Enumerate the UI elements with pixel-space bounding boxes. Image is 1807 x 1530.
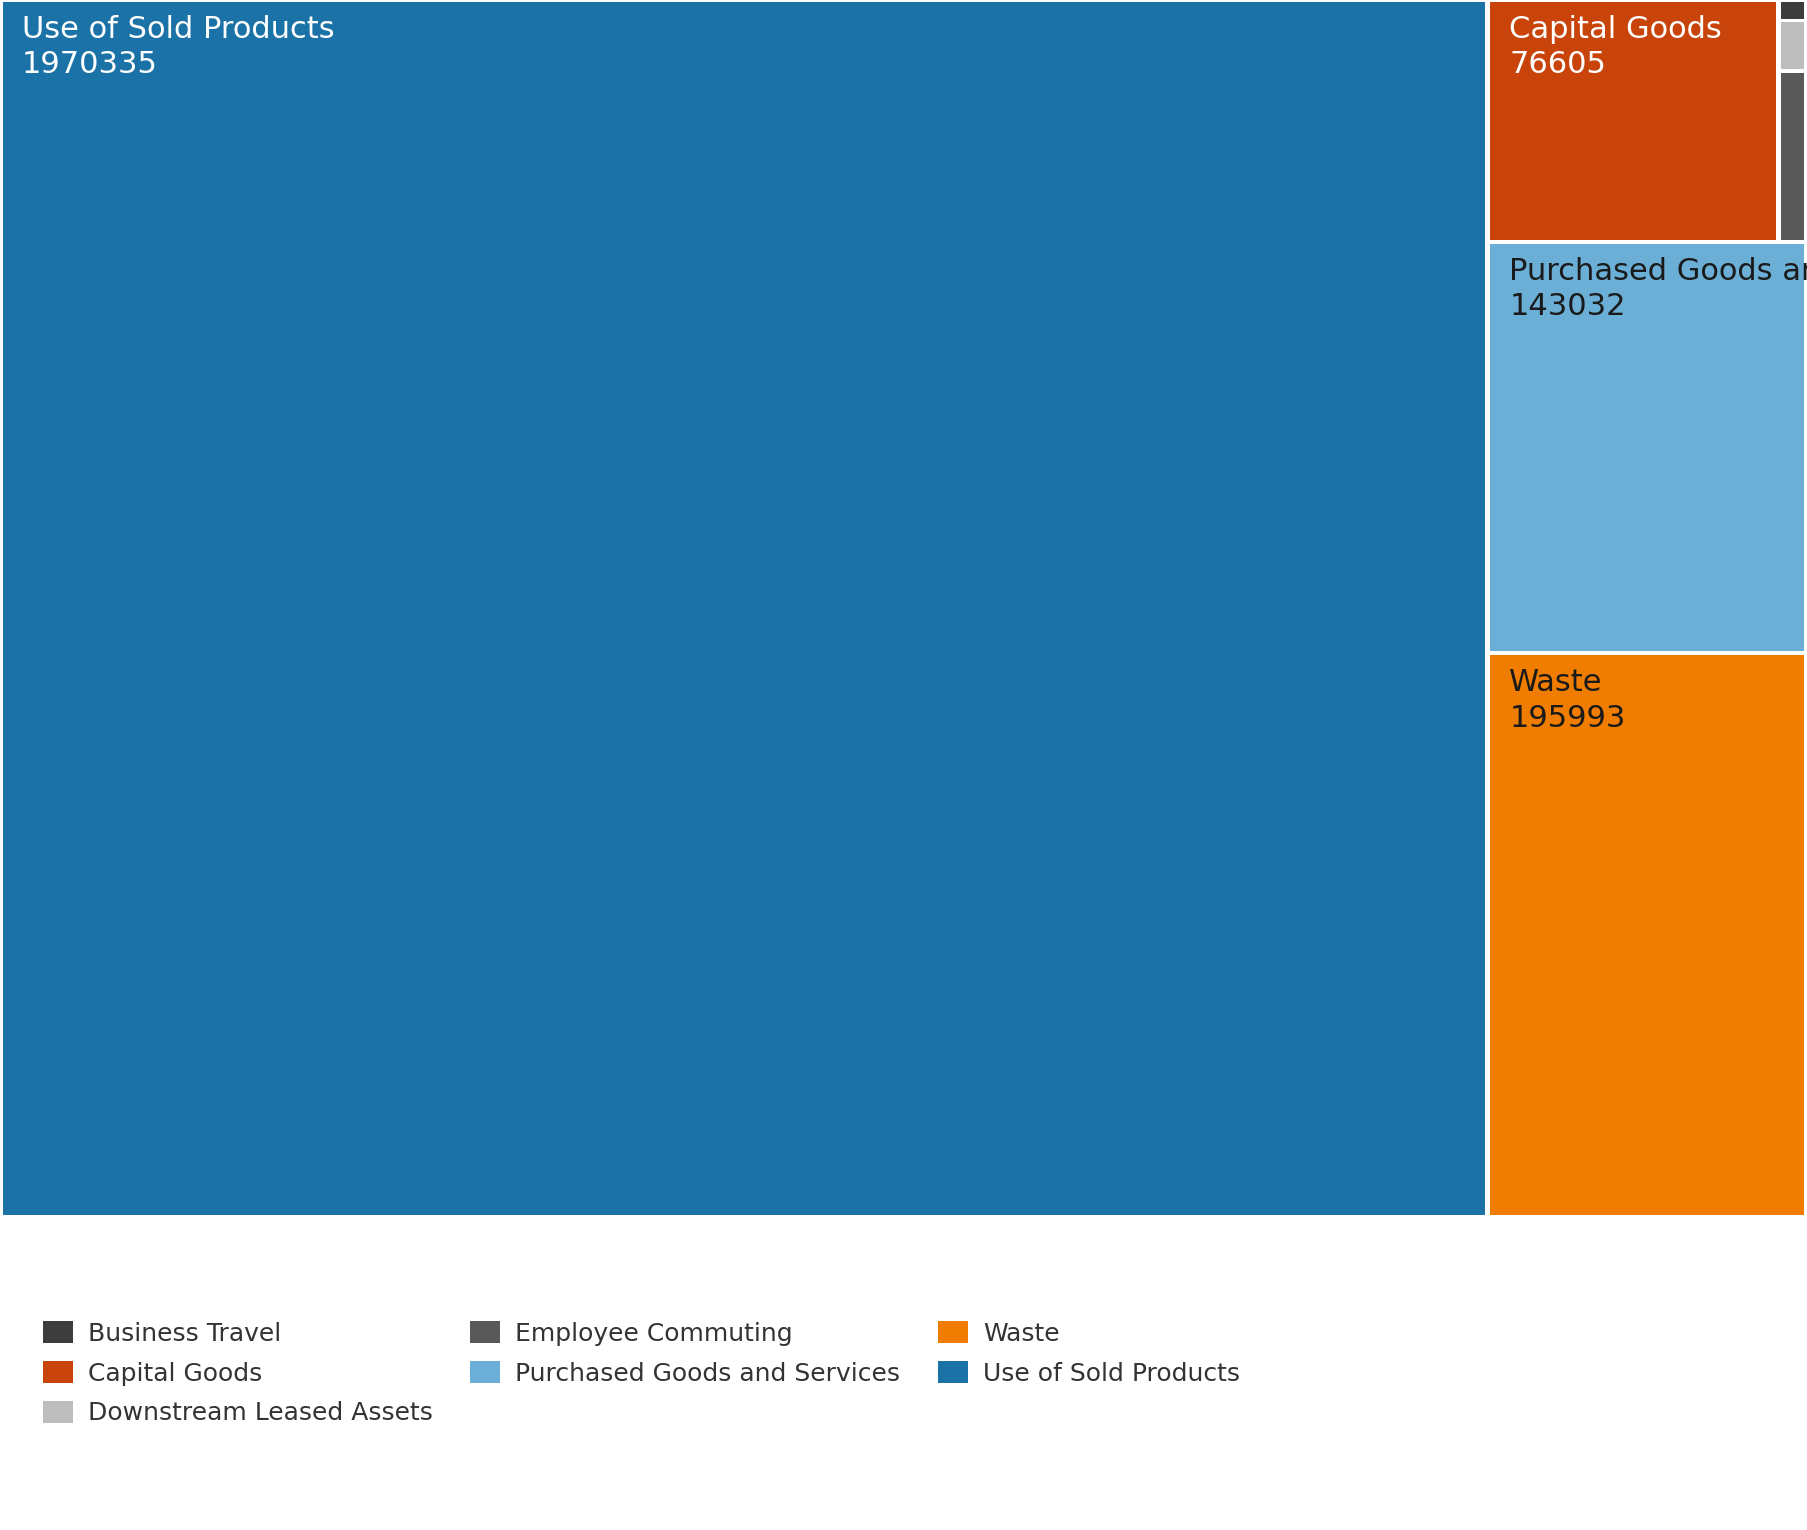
Legend: Business Travel, Capital Goods, Downstream Leased Assets, Employee Commuting, Pu: Business Travel, Capital Goods, Downstre… bbox=[31, 1308, 1252, 1438]
Bar bbox=[1782, 23, 1803, 69]
Bar bbox=[1782, 2, 1803, 18]
Text: Purchased Goods and Services
143032: Purchased Goods and Services 143032 bbox=[1509, 257, 1807, 321]
Bar bbox=[1491, 2, 1776, 240]
Text: Capital Goods
76605: Capital Goods 76605 bbox=[1509, 15, 1722, 80]
Bar bbox=[1491, 655, 1803, 1215]
Text: Waste
195993: Waste 195993 bbox=[1509, 667, 1626, 733]
Bar bbox=[4, 2, 1485, 1215]
Text: Use of Sold Products
1970335: Use of Sold Products 1970335 bbox=[22, 15, 334, 80]
Bar bbox=[1782, 73, 1803, 240]
Bar bbox=[1491, 243, 1803, 652]
